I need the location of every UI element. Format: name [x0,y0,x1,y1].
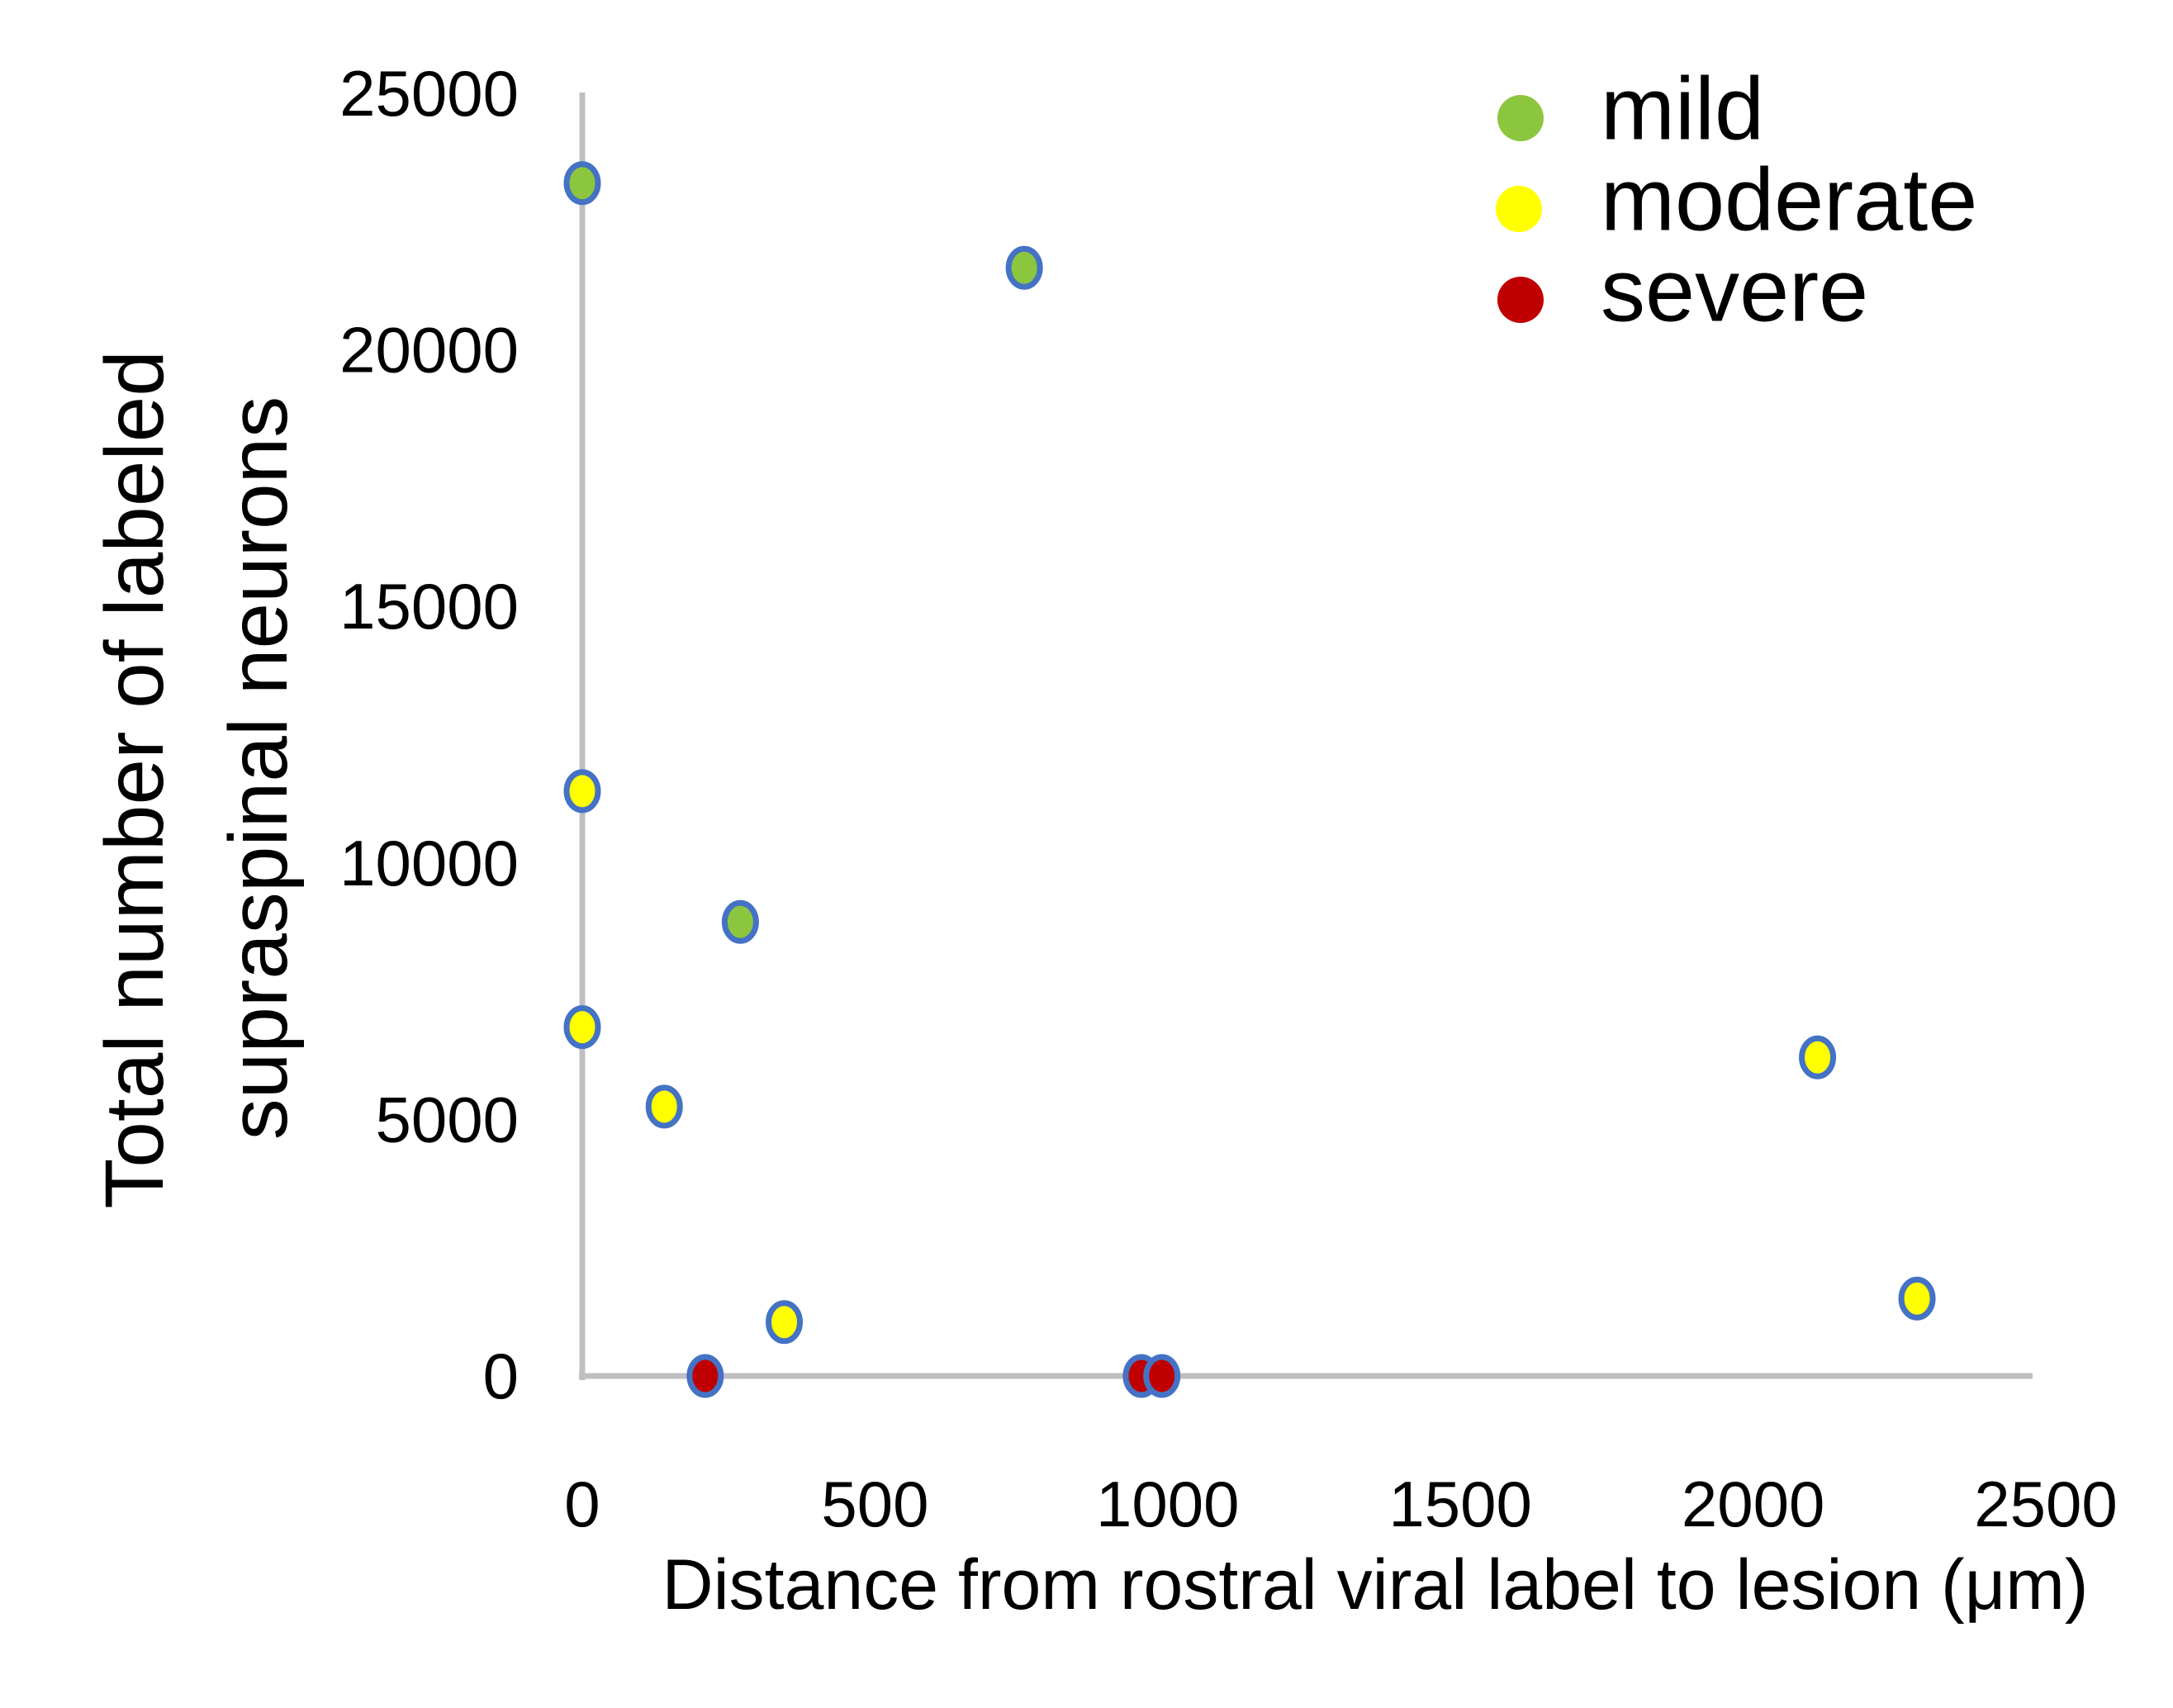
y-axis-title-line1: Total number of labeled [88,350,181,1209]
data-point-moderate [766,1300,804,1345]
data-point-moderate [645,1084,683,1129]
x-tick-label: 2500 [1974,1468,2118,1540]
data-point-moderate [1898,1276,1936,1321]
data-point-moderate [563,1005,601,1050]
y-axis-tick-labels: 0 5000 10000 15000 20000 25000 [339,57,519,1412]
data-point-mild [563,161,601,206]
moderate-legend-swatch-icon [1496,186,1542,232]
y-axis-title: Total number of labeled supraspinal neur… [88,327,305,1209]
svg-text:Total number of labeled: Total number of labeled supraspinal neur… [88,327,305,1208]
x-axis-tick-labels: 0 500 1000 1500 2000 2500 [564,1468,2117,1540]
x-tick-label: 1500 [1388,1468,1532,1540]
y-tick-label: 10000 [339,827,519,899]
x-tick-label: 500 [821,1468,928,1540]
x-tick-label: 0 [564,1468,600,1540]
x-axis-title: Distance from rostral viral label to les… [662,1545,2088,1625]
y-axis-title-line2: supraspinal neurons [212,396,305,1141]
data-point-mild [721,899,759,944]
legend-item-severe: severe [1497,240,1868,340]
x-tick-label: 1000 [1096,1468,1240,1540]
data-point-moderate [1799,1035,1837,1079]
x-tick-label: 2000 [1682,1468,1825,1540]
severe-legend-swatch-icon [1497,277,1544,323]
data-points [563,161,1936,1398]
y-tick-label: 25000 [339,57,519,130]
mild-legend-swatch-icon [1497,95,1544,141]
legend-label-mild: mild [1601,59,1764,159]
legend: mild moderate severe [1496,59,1977,340]
y-tick-label: 15000 [339,570,519,643]
legend-label-moderate: moderate [1601,149,1977,249]
legend-item-mild: mild [1497,59,1764,159]
y-tick-label: 5000 [375,1083,519,1155]
y-tick-label: 0 [483,1340,519,1412]
data-point-mild [1005,245,1043,290]
y-tick-label: 20000 [339,314,519,387]
legend-item-moderate: moderate [1496,149,1977,249]
legend-label-severe: severe [1601,240,1868,340]
data-point-moderate [563,769,601,814]
data-point-severe [1143,1354,1181,1398]
data-point-severe [686,1354,724,1398]
